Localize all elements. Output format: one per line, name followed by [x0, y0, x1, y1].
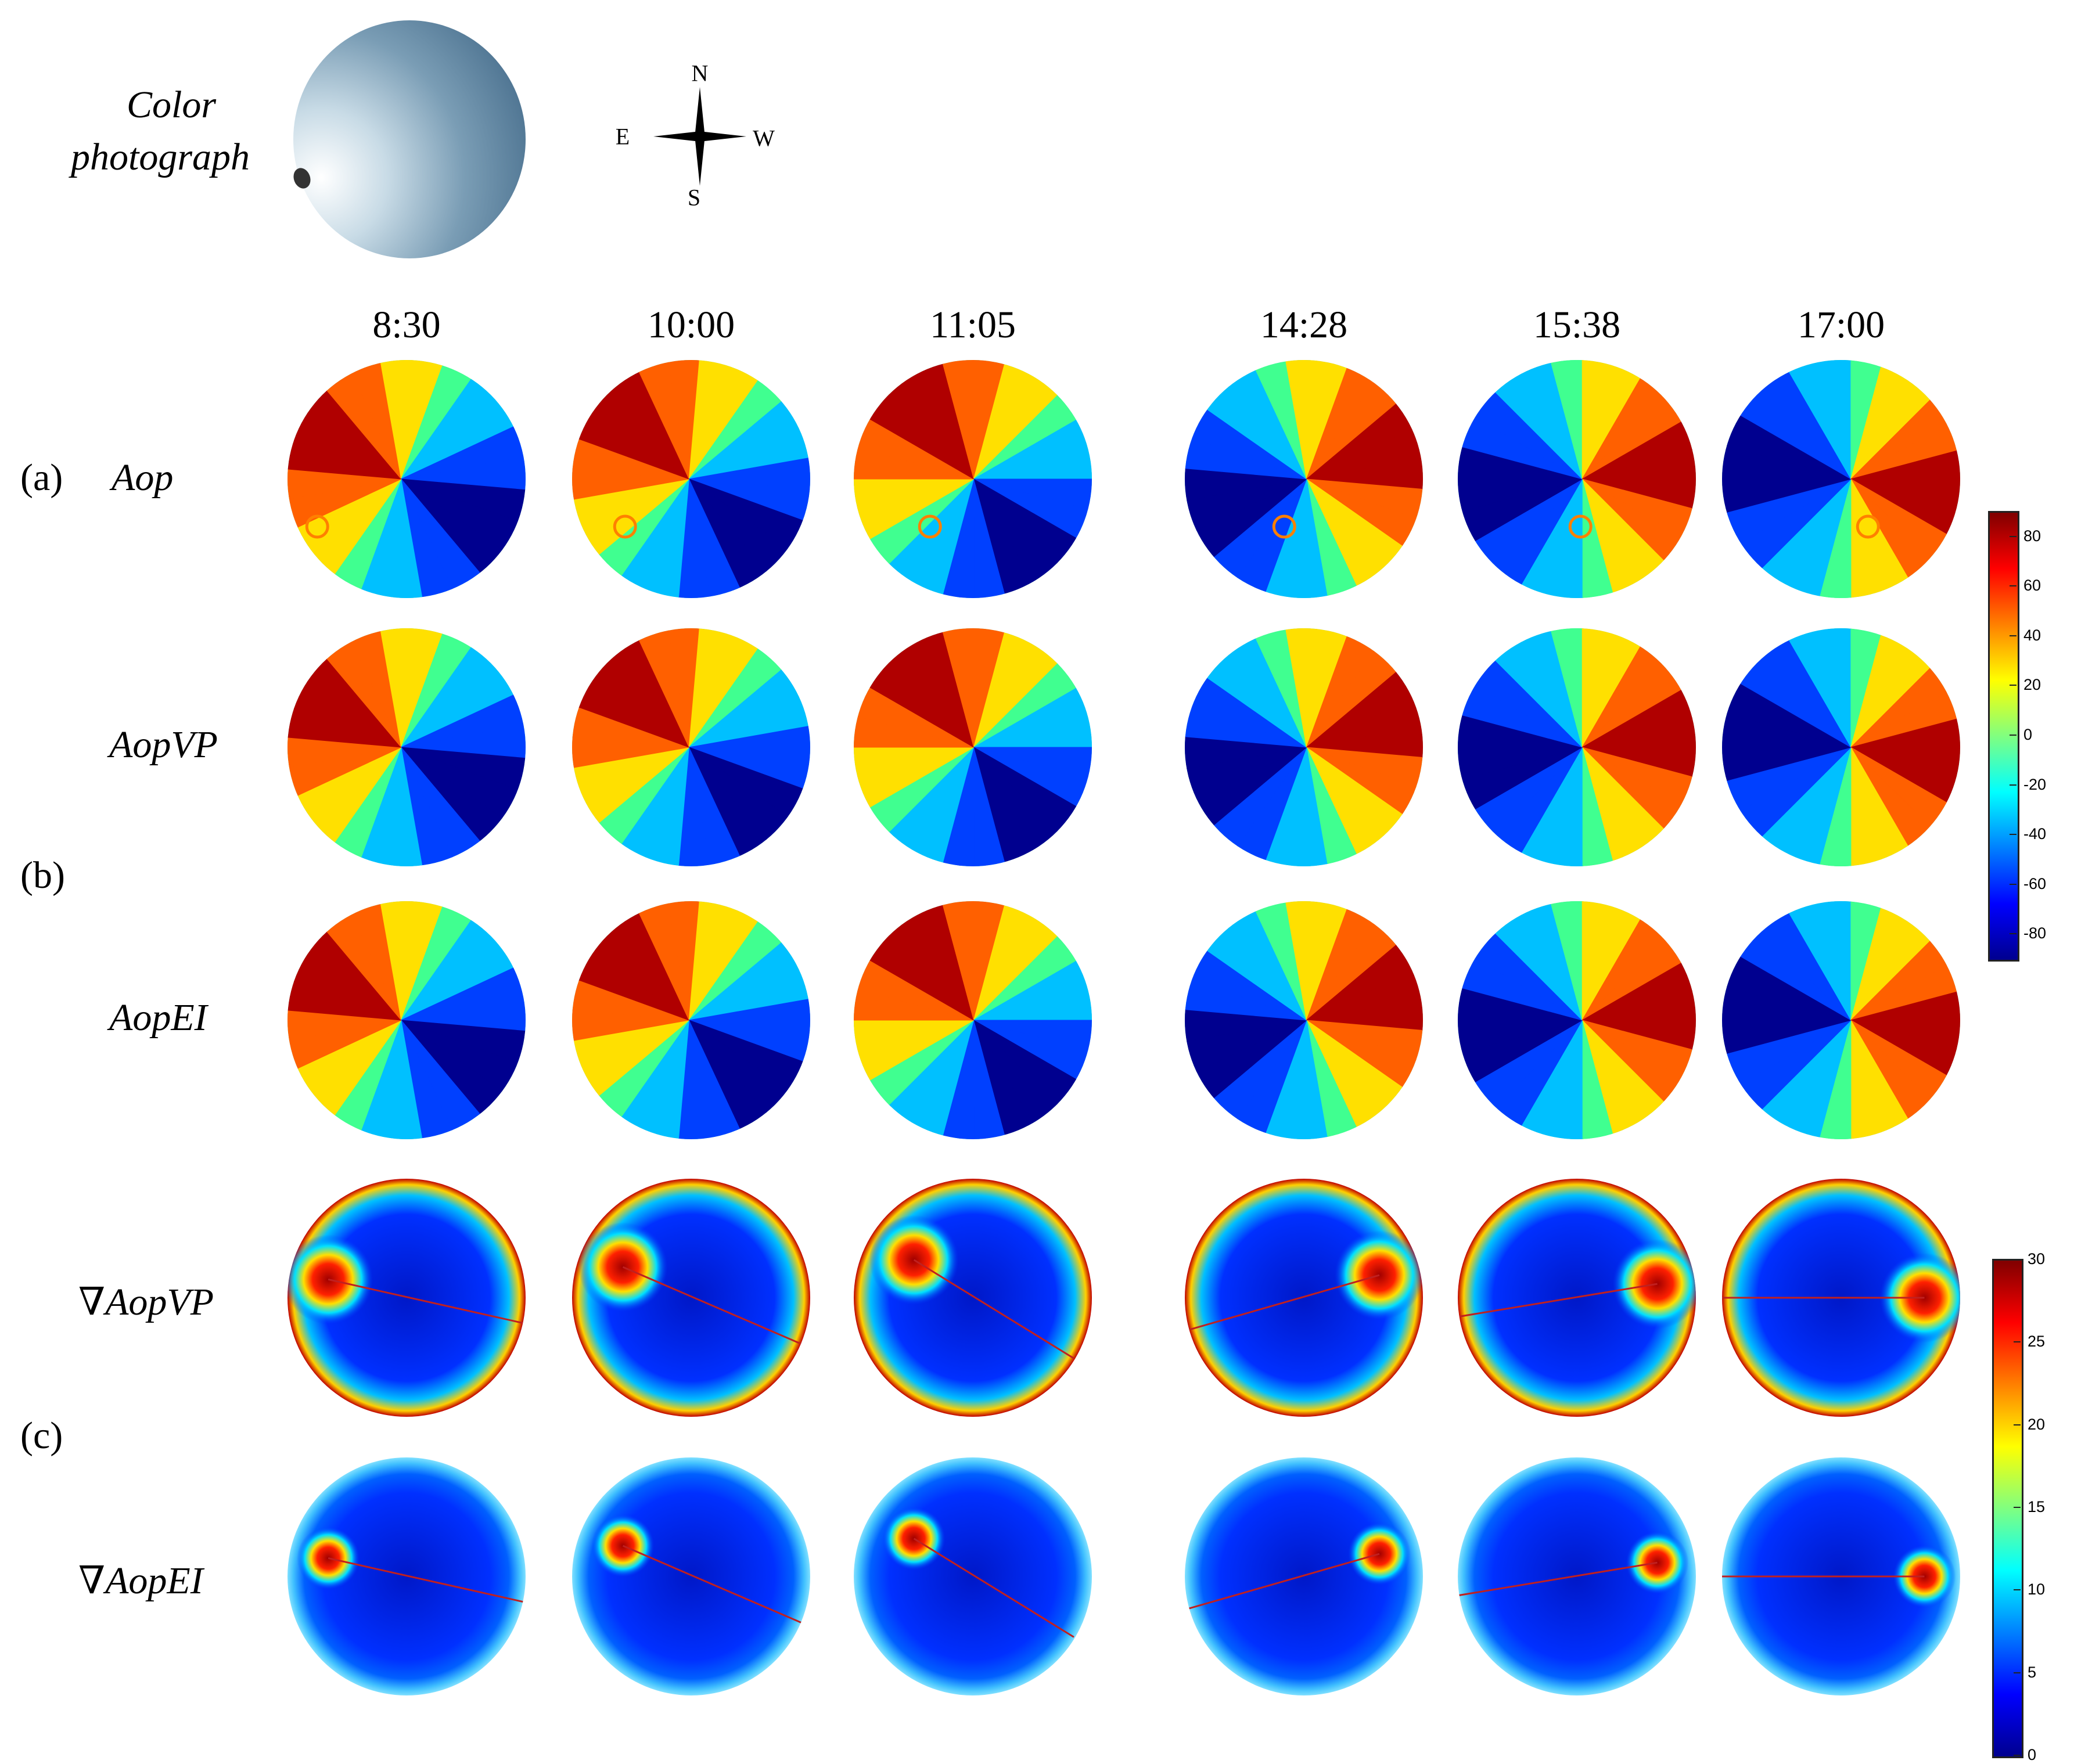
time-header-0: 8:30 — [372, 304, 441, 346]
sky-disc-gradvp-17:00 — [1722, 1179, 1960, 1417]
colorbar_aop-tick-label: 20 — [2023, 676, 2041, 694]
colorbar_aop-tick-mark — [2010, 784, 2017, 786]
colorbar_aop-tick-label: -40 — [2023, 825, 2047, 843]
compass-north-label: N — [691, 60, 709, 87]
row-label-aop: Aop — [112, 456, 174, 499]
sky-disc-gradei-15:38 — [1458, 1457, 1696, 1695]
sky-disc-aop-10:00 — [572, 360, 810, 598]
group-label-c: (c) — [20, 1414, 63, 1457]
sky-disc-aop-14:28 — [1185, 360, 1423, 598]
colorbar_aop-tick-mark — [2010, 883, 2017, 885]
colorbar_aop-tick-mark — [2010, 685, 2017, 686]
colorbar_aop-tick-label: 60 — [2023, 577, 2041, 595]
colorbar_aop-tick-label: -20 — [2023, 775, 2047, 793]
colorbar_grad-tick-mark — [2014, 1424, 2021, 1425]
compass-rose-icon — [653, 87, 746, 186]
time-header-4: 15:38 — [1533, 304, 1621, 346]
sky-map-grid — [287, 360, 1960, 1695]
colorbar_aop-tick-label: -60 — [2023, 874, 2047, 892]
row-label-grad-aopvp: ∇AopVP — [78, 1281, 214, 1323]
colorbar_grad-tick-mark — [2014, 1341, 2021, 1343]
colorbar_grad-tick-mark — [2014, 1755, 2021, 1756]
colorbar_grad-tick-label: 15 — [2028, 1498, 2046, 1515]
colorbar_aop-tick-mark — [2010, 535, 2017, 537]
colorbar_aop-tick-mark — [2010, 735, 2017, 736]
sky-disc-gradvp-14:28 — [1185, 1179, 1423, 1417]
time-header-2: 11:05 — [930, 304, 1016, 346]
colorbar_grad-tick-label: 0 — [2028, 1746, 2037, 1763]
sky-photograph — [293, 20, 526, 258]
time-header-1: 10:00 — [647, 304, 735, 346]
colorbar_aop-tick-mark — [2010, 585, 2017, 587]
compass-west-label: W — [753, 125, 775, 152]
sky-disc-gradvp-8:30 — [287, 1179, 526, 1417]
colorbar_grad-tick-label: 20 — [2028, 1415, 2046, 1433]
sky-disc-gradei-11:05 — [854, 1457, 1092, 1695]
time-header-3: 14:28 — [1260, 304, 1348, 346]
colorbar_aop-tick-mark — [2010, 635, 2017, 636]
colorbar_grad-tick-mark — [2014, 1507, 2021, 1508]
time-header-5: 17:00 — [1797, 304, 1885, 346]
colorbar_aop-tick-label: 0 — [2023, 726, 2033, 743]
colorbar_aop-tick-label: 40 — [2023, 626, 2041, 644]
colorbar_grad-tick-label: 5 — [2028, 1663, 2037, 1681]
colorbar_grad-tick-label: 25 — [2028, 1333, 2046, 1351]
sky-disc-gradvp-11:05 — [854, 1179, 1092, 1417]
sky-disc-gradei-8:30 — [287, 1457, 526, 1695]
sky-disc-gradvp-15:38 — [1458, 1179, 1696, 1417]
colorbar_grad-tick-label: 30 — [2028, 1250, 2046, 1268]
sky-disc-gradei-10:00 — [572, 1457, 810, 1695]
row-label-aopvp: AopVP — [109, 723, 218, 766]
colorbar_grad-tick-label: 10 — [2028, 1581, 2046, 1599]
row-label-grad-aopei: ∇AopEI — [78, 1560, 203, 1602]
gradient-colorbar — [1992, 1259, 2023, 1758]
photo-label-line1: Color — [127, 84, 217, 126]
colorbar_grad-tick-mark — [2014, 1259, 2021, 1260]
colorbar_aop-tick-mark — [2010, 834, 2017, 836]
colorbar_aop-tick-mark — [2010, 933, 2017, 935]
colorbar_aop-tick-label: 80 — [2023, 527, 2041, 545]
colorbar_aop-tick-label: -80 — [2023, 924, 2047, 942]
aop-colorbar — [1988, 511, 2019, 962]
sky-disc-gradei-14:28 — [1185, 1457, 1423, 1695]
photo-label-line2: photograph — [71, 136, 250, 178]
compass-east-label: E — [615, 123, 630, 150]
sky-disc-gradvp-10:00 — [572, 1179, 810, 1417]
group-label-b: (b) — [20, 854, 65, 897]
sky-disc-gradei-17:00 — [1722, 1457, 1960, 1695]
compass-south-label: S — [687, 184, 701, 211]
colorbar_grad-tick-mark — [2014, 1672, 2021, 1673]
row-label-aopei: AopEI — [109, 996, 207, 1039]
colorbar_grad-tick-mark — [2014, 1589, 2021, 1591]
group-label-a: (a) — [20, 456, 63, 499]
